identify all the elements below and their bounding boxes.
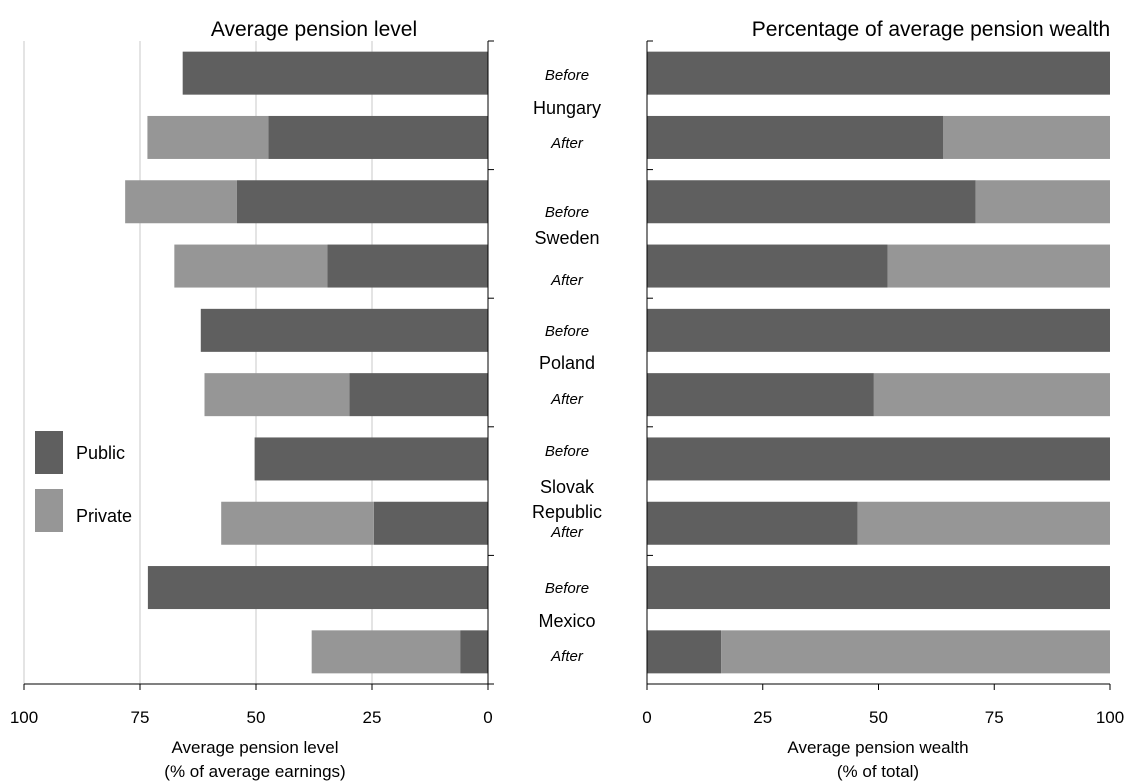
left-x-axis-label-line1: Average pension level [172,738,339,757]
left-tick-label: 0 [483,708,492,727]
left-bar-public [460,630,488,674]
left-bar-public [147,566,488,610]
left-tick-label: 25 [363,708,382,727]
left-tick-label: 75 [131,708,150,727]
right-bar-private [857,501,1110,545]
left-axes [23,40,494,690]
left-bars [125,51,489,674]
right-bar-public [647,308,1110,352]
after-label: After [550,391,584,408]
right-x-axis-label-line2: (% of total) [837,762,919,781]
right-bars [647,51,1110,674]
left-bar-private [311,630,461,674]
left-tick-labels: 100 75 50 25 0 [10,708,493,727]
before-label: Before [545,204,589,221]
right-tick-label: 100 [1096,708,1124,727]
left-bar-public [200,308,488,352]
left-tick-label: 100 [10,708,38,727]
right-bar-private [887,244,1110,288]
left-bar-public [327,244,488,288]
left-bar-private [125,180,237,224]
right-axes [646,40,1111,690]
before-label: Before [545,67,589,84]
legend-private-label: Private [76,506,132,526]
average-pension-level-chart: Average pension level 100 75 50 25 0 Average… [10,18,494,781]
country-label: Sweden [534,228,599,248]
left-x-axis-label-line2: (% of average earnings) [164,762,345,781]
legend-private-swatch [35,489,63,532]
right-bar-private [943,115,1110,159]
before-label: Before [545,443,589,460]
right-bar-public [647,501,858,545]
country-label: Republic [532,502,602,522]
right-bar-private [873,373,1110,417]
left-bar-private [147,115,269,159]
right-tick-label: 50 [869,708,888,727]
pension-wealth-chart: Percentage of average pension wealth 0 25… [642,18,1124,781]
before-label: Before [545,323,589,340]
category-labels: Before After Before After Before After Before A… [532,67,602,665]
legend-public-swatch [35,431,63,474]
left-bar-public [236,180,488,224]
country-label: Poland [539,353,595,373]
right-bar-public [647,244,888,288]
left-bar-public [373,501,488,545]
left-bar-private [174,244,328,288]
right-tick-labels: 0 25 50 75 100 [642,708,1124,727]
after-label: After [550,648,584,665]
right-bar-public [647,51,1110,95]
right-bar-private [975,180,1110,224]
right-tick-label: 75 [985,708,1004,727]
left-bar-public [182,51,489,95]
right-bar-public [647,437,1110,481]
left-tick-label: 50 [247,708,266,727]
right-bar-private [721,630,1110,674]
left-bar-public [268,115,488,159]
country-label: Mexico [538,611,595,631]
country-label: Hungary [533,98,601,118]
right-bar-public [647,180,976,224]
right-chart-title: Percentage of average pension wealth [752,18,1110,41]
after-label: After [550,272,584,289]
legend-public-label: Public [76,443,125,463]
right-bar-public [647,566,1110,610]
right-bar-public [647,115,944,159]
legend: Public Private [35,431,132,532]
right-x-axis-label-line1: Average pension wealth [787,738,968,757]
left-bar-private [204,373,350,417]
left-bar-private [221,501,374,545]
left-bar-public [254,437,488,481]
left-chart-title: Average pension level [211,18,417,41]
country-label: Slovak [540,477,595,497]
after-label: After [550,135,584,152]
right-tick-label: 0 [642,708,651,727]
right-tick-label: 25 [753,708,772,727]
left-bar-public [349,373,488,417]
right-bar-public [647,630,722,674]
before-label: Before [545,580,589,597]
after-label: After [550,524,584,541]
right-bar-public [647,373,874,417]
